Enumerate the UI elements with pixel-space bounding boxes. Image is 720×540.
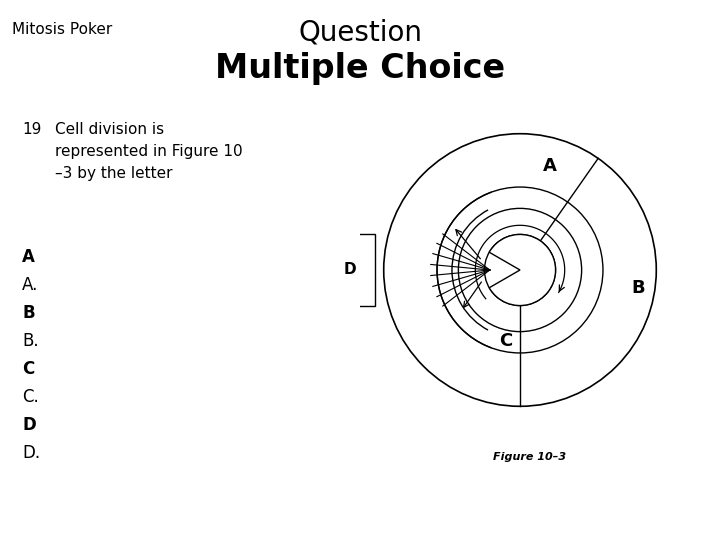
Text: B: B [631, 279, 645, 297]
Text: D.: D. [22, 444, 40, 462]
Text: A: A [543, 157, 557, 175]
Text: A: A [22, 248, 35, 266]
Text: D: D [22, 416, 36, 434]
Text: Question: Question [298, 18, 422, 46]
Text: B.: B. [22, 332, 39, 350]
Text: Figure 10–3: Figure 10–3 [493, 452, 567, 462]
Text: Multiple Choice: Multiple Choice [215, 52, 505, 85]
Text: 19: 19 [22, 122, 41, 137]
Text: C: C [22, 360, 35, 378]
Text: D: D [344, 262, 356, 278]
Text: B: B [22, 304, 35, 322]
Text: Mitosis Poker: Mitosis Poker [12, 22, 112, 37]
Text: Cell division is
represented in Figure 10
–3 by the letter: Cell division is represented in Figure 1… [55, 122, 243, 181]
Text: C: C [499, 332, 513, 350]
Text: A.: A. [22, 276, 38, 294]
Bar [358, 234, 375, 306]
Wedge shape [489, 234, 556, 306]
Text: C.: C. [22, 388, 39, 406]
